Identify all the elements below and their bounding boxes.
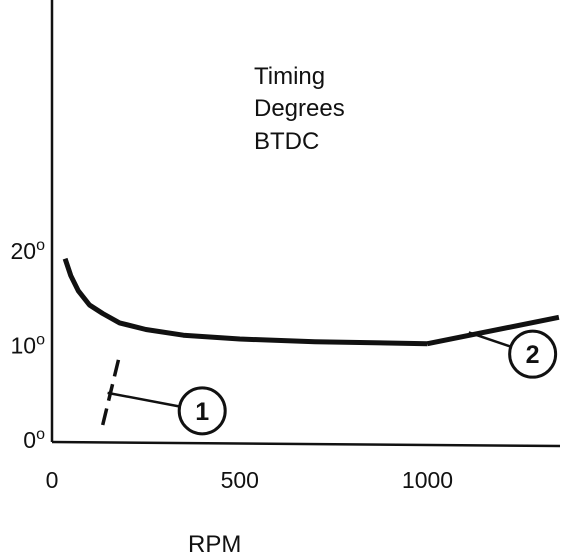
chart-title-line-2: Degrees xyxy=(254,95,345,122)
tick-labels: 0 500 1000 0o 10o 20o xyxy=(11,237,454,493)
series-line-1 xyxy=(62,257,428,347)
y-tick-label-20: 20o xyxy=(11,237,46,264)
x-tick-label-1000: 1000 xyxy=(402,467,453,493)
x-axis-label: RPM xyxy=(188,531,241,554)
y-tick-label-0: 0o xyxy=(23,426,45,453)
chart-title-line-1: Timing xyxy=(254,63,325,90)
series-layer xyxy=(62,257,560,426)
callout-label-2: 2 xyxy=(526,341,540,369)
annotation-layer: 12 xyxy=(107,329,558,436)
series-line-2 xyxy=(427,314,560,347)
callout-leader-1 xyxy=(107,391,180,408)
x-axis xyxy=(51,440,561,448)
chart-title-line-3: BTDC xyxy=(254,128,319,155)
callout-circle-1 xyxy=(177,386,227,436)
y-tick-label-10: 10o xyxy=(11,332,46,359)
callout-circle-2 xyxy=(508,329,558,379)
axes xyxy=(50,0,561,448)
callout-label-1: 1 xyxy=(195,398,209,426)
series-line-3 xyxy=(100,354,122,426)
x-tick-label-500: 500 xyxy=(221,467,259,493)
x-tick-label-0: 0 xyxy=(46,467,59,493)
callout-leader-2 xyxy=(468,331,512,348)
